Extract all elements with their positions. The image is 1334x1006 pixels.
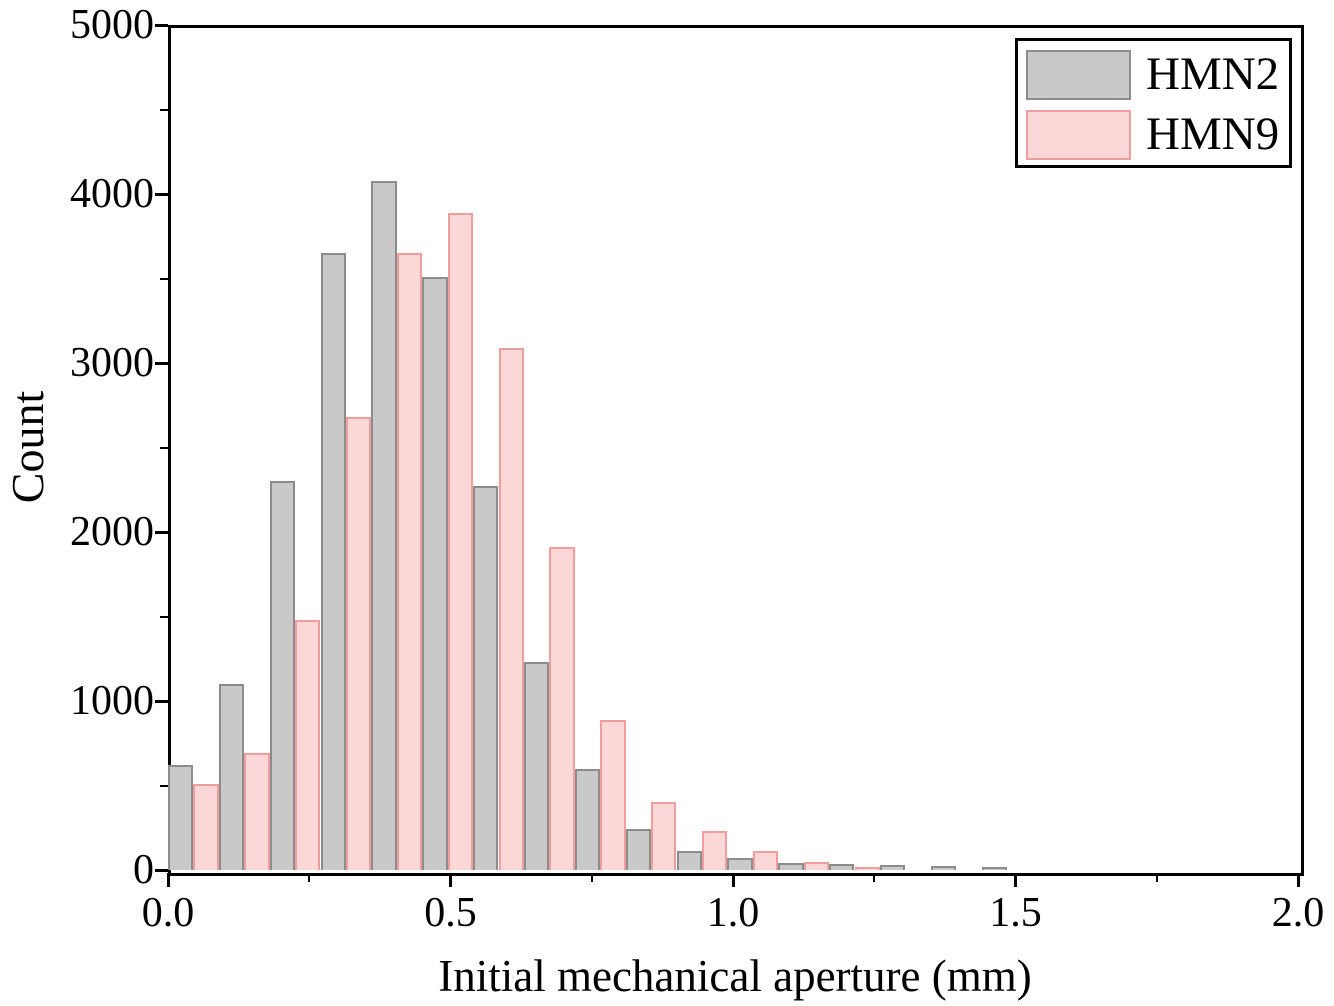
bar-hmn9-3 [346, 417, 372, 870]
x-tick-label-0: 0.0 [141, 890, 195, 936]
y-major-tick-2000 [155, 530, 168, 534]
y-minor-tick-3500 [160, 277, 168, 280]
bar-hmn9-13 [854, 867, 880, 870]
bar-hmn9-7 [549, 547, 575, 870]
y-major-tick-5000 [155, 23, 168, 27]
bar-hmn9-1 [244, 753, 270, 870]
y-major-tick-1000 [155, 699, 168, 703]
x-major-tick-0 [166, 873, 170, 887]
x-axis-title: Initial mechanical aperture (mm) [438, 951, 1032, 1001]
bar-hmn2-4 [371, 180, 397, 870]
legend-label-hmn2: HMN2 [1146, 48, 1280, 100]
bar-hmn2-11 [727, 858, 753, 870]
bar-hmn2-0 [168, 765, 194, 870]
y-tick-label-4000: 4000 [70, 171, 154, 217]
y-minor-tick-2500 [160, 446, 168, 449]
bar-hmn2-12 [778, 863, 804, 870]
x-major-tick-1 [731, 873, 735, 887]
bar-hmn9-6 [498, 347, 524, 870]
bar-hmn9-11 [752, 850, 779, 870]
x-minor-tick-0.75 [590, 873, 593, 882]
x-major-tick-1.5 [1014, 873, 1017, 887]
bar-hmn2-9 [625, 829, 652, 870]
bar-hmn2-14 [879, 864, 906, 870]
x-tick-label-0.5: 0.5 [424, 890, 477, 936]
y-tick-label-0: 0 [133, 847, 154, 893]
bar-hmn2-15 [930, 865, 957, 870]
legend-swatch-hmn9 [1026, 110, 1131, 160]
x-tick-label-1.5: 1.5 [989, 890, 1042, 936]
bar-hmn9-2 [295, 619, 321, 870]
x-minor-tick-1.75 [1155, 873, 1158, 882]
bar-hmn9-4 [396, 253, 423, 870]
legend-entry-hmn2: HMN2 [1018, 45, 1289, 105]
legend: HMN2 HMN9 [1015, 38, 1292, 168]
bar-hmn9-10 [701, 831, 728, 870]
y-major-tick-4000 [155, 192, 168, 196]
bar-hmn2-10 [676, 851, 702, 870]
y-minor-tick-500 [160, 784, 168, 787]
bar-hmn2-13 [829, 864, 855, 870]
legend-entry-hmn9: HMN9 [1018, 105, 1289, 165]
bar-hmn9-0 [193, 783, 219, 870]
x-minor-tick-0.25 [308, 873, 311, 882]
bar-hmn2-1 [218, 684, 245, 870]
bar-hmn2-8 [574, 768, 601, 870]
y-tick-label-2000: 2000 [70, 509, 154, 555]
y-major-tick-3000 [155, 361, 168, 365]
bar-hmn2-7 [524, 662, 550, 870]
bar-hmn9-9 [651, 802, 677, 870]
x-tick-label-2: 2.0 [1271, 890, 1325, 936]
legend-label-hmn9: HMN9 [1146, 108, 1280, 160]
bar-hmn2-6 [473, 486, 499, 870]
y-major-tick-0 [155, 868, 168, 872]
bar-hmn2-5 [422, 276, 448, 870]
x-major-tick-2 [1296, 873, 1300, 887]
y-tick-label-5000: 5000 [70, 2, 154, 48]
x-tick-label-1: 1.0 [706, 890, 760, 936]
y-tick-label-1000: 1000 [70, 678, 154, 724]
y-minor-tick-4500 [160, 108, 168, 111]
y-minor-tick-1500 [160, 615, 168, 618]
bar-hmn9-5 [447, 212, 474, 870]
y-tick-label-3000: 3000 [70, 340, 154, 386]
x-minor-tick-1.25 [873, 873, 876, 882]
x-major-tick-0.5 [449, 873, 452, 887]
bar-hmn9-12 [803, 861, 829, 870]
legend-swatch-hmn2 [1026, 50, 1131, 100]
bar-hmn9-8 [600, 719, 626, 870]
bar-hmn2-3 [320, 253, 346, 870]
bar-hmn2-16 [981, 867, 1007, 870]
bar-hmn2-2 [269, 481, 296, 870]
